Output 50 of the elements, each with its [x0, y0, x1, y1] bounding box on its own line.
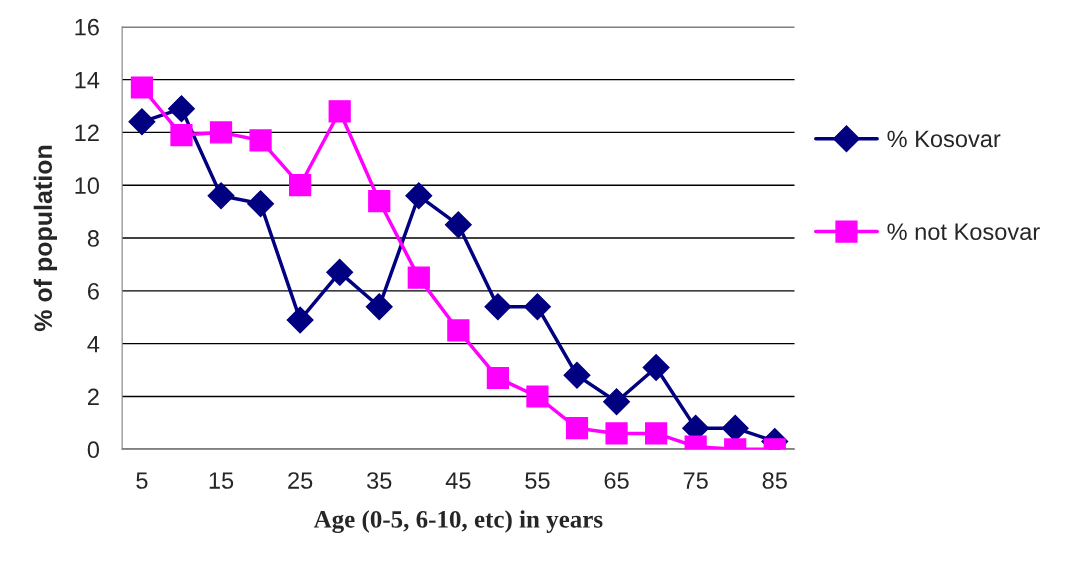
- x-tick-label: 45: [445, 472, 471, 489]
- legend-label: % Kosovar: [887, 130, 1001, 148]
- point: [289, 174, 312, 197]
- point: [565, 417, 589, 440]
- point: [328, 100, 351, 123]
- x-tick-label: 75: [683, 472, 708, 489]
- y-tick-label: 6: [88, 282, 99, 300]
- point: [605, 422, 628, 445]
- x-axis-title: Age (0-5, 6-10, etc) in years: [313, 510, 603, 534]
- y-axis-title: % of population: [33, 145, 57, 332]
- point: [407, 266, 430, 289]
- x-tick-label: 15: [209, 472, 234, 489]
- y-tick-label: 16: [75, 18, 99, 36]
- point: [523, 293, 551, 321]
- y-tick-label: 12: [75, 124, 99, 141]
- point: [207, 182, 235, 210]
- point: [644, 422, 668, 445]
- point: [326, 258, 354, 286]
- point: [368, 189, 391, 213]
- point: [130, 76, 154, 99]
- point: [486, 366, 510, 390]
- x-tick-label: 35: [367, 472, 392, 489]
- point: [249, 129, 272, 152]
- point: [526, 385, 549, 408]
- point: [209, 121, 233, 144]
- x-tick-label: 65: [604, 472, 629, 489]
- y-tick-label: 10: [75, 177, 100, 195]
- x-tick-label: 55: [525, 472, 550, 489]
- y-tick-label: 0: [87, 441, 100, 459]
- y-tick-label: 2: [87, 388, 99, 406]
- point: [168, 95, 195, 123]
- x-tick-label: 25: [288, 472, 313, 489]
- x-tick-label: 85: [762, 472, 787, 489]
- y-tick-label: 8: [87, 230, 99, 247]
- point: [563, 361, 591, 389]
- point: [642, 353, 670, 381]
- y-tick-label: 4: [87, 335, 100, 353]
- legend-label: % not Kosovar: [887, 223, 1040, 241]
- point: [286, 306, 314, 334]
- point: [484, 293, 512, 321]
- y-tick-label: 14: [75, 71, 100, 89]
- point: [444, 211, 472, 239]
- point: [170, 123, 193, 147]
- point: [247, 190, 275, 218]
- point: [405, 182, 433, 210]
- point: [128, 108, 156, 136]
- point: [447, 319, 470, 342]
- x-tick-label: 5: [136, 472, 148, 489]
- point: [365, 293, 393, 321]
- point: [603, 388, 631, 416]
